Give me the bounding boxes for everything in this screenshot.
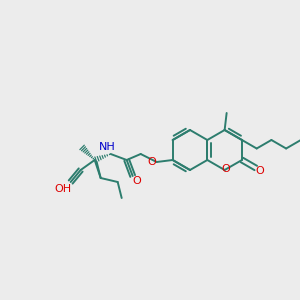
Text: O: O [256,166,265,176]
Text: O: O [147,157,156,167]
Text: O: O [132,176,141,186]
Text: OH: OH [54,184,71,194]
Text: NH: NH [99,142,116,152]
Text: O: O [221,164,230,174]
